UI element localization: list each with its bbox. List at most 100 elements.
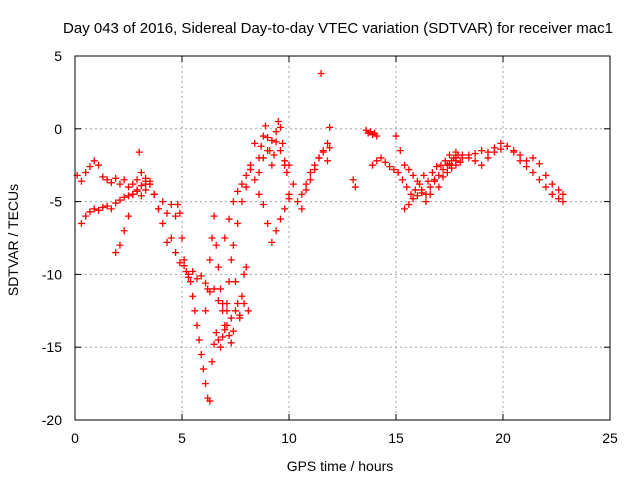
data-point bbox=[264, 134, 272, 142]
data-point bbox=[559, 190, 567, 198]
data-point bbox=[443, 168, 451, 176]
data-point bbox=[268, 161, 276, 169]
data-point bbox=[195, 336, 203, 344]
data-point bbox=[234, 219, 242, 227]
data-point bbox=[212, 241, 220, 249]
data-point bbox=[137, 168, 145, 176]
data-point bbox=[223, 300, 231, 308]
y-tick-labels: 5 0 -5 -10 -15 -20 bbox=[42, 48, 62, 428]
series-13 bbox=[362, 126, 381, 140]
data-point bbox=[272, 227, 280, 235]
data-point bbox=[210, 285, 218, 293]
data-point bbox=[163, 238, 171, 246]
data-point bbox=[208, 234, 216, 242]
data-point bbox=[439, 166, 447, 174]
data-point bbox=[386, 163, 394, 171]
data-point bbox=[82, 168, 90, 176]
data-point bbox=[217, 343, 225, 351]
data-point bbox=[373, 132, 381, 140]
data-point bbox=[189, 267, 197, 275]
data-point bbox=[242, 183, 250, 191]
data-point bbox=[392, 132, 400, 140]
series-10 bbox=[285, 139, 332, 213]
data-point bbox=[257, 142, 265, 150]
y-axis-label: SDTVAR / TECUs bbox=[5, 184, 21, 296]
data-point bbox=[210, 212, 218, 220]
data-point bbox=[197, 272, 205, 280]
data-point bbox=[471, 157, 479, 165]
data-point bbox=[202, 380, 210, 388]
data-point bbox=[225, 215, 233, 223]
data-point bbox=[535, 176, 543, 184]
data-point bbox=[178, 234, 186, 242]
data-point bbox=[184, 273, 192, 281]
data-point bbox=[377, 154, 385, 162]
data-point bbox=[523, 157, 531, 165]
data-point bbox=[351, 183, 359, 191]
data-point bbox=[424, 177, 432, 185]
data-point bbox=[441, 157, 449, 165]
data-point bbox=[120, 227, 128, 235]
data-point bbox=[227, 256, 235, 264]
data-point bbox=[116, 241, 124, 249]
data-point bbox=[285, 161, 293, 169]
data-point bbox=[497, 139, 505, 147]
data-point bbox=[232, 278, 239, 286]
data-point bbox=[116, 196, 124, 204]
data-point bbox=[236, 314, 244, 322]
data-point bbox=[426, 183, 434, 191]
data-point bbox=[133, 176, 141, 184]
data-point bbox=[221, 234, 229, 242]
data-point bbox=[446, 161, 453, 169]
data-point bbox=[251, 139, 259, 147]
data-point bbox=[240, 300, 248, 308]
data-point bbox=[238, 292, 246, 300]
data-point bbox=[206, 256, 214, 264]
data-point bbox=[555, 186, 563, 194]
data-point bbox=[90, 157, 98, 165]
series-1 bbox=[73, 157, 175, 217]
data-point bbox=[452, 148, 460, 156]
data-point bbox=[373, 157, 381, 165]
data-point bbox=[112, 174, 120, 182]
series-16 bbox=[401, 154, 460, 213]
series-2 bbox=[77, 186, 150, 227]
y-tick-label: -10 bbox=[42, 266, 62, 282]
axis-ticks bbox=[74, 55, 611, 421]
data-point bbox=[125, 192, 132, 200]
data-point bbox=[150, 190, 158, 198]
data-point bbox=[542, 183, 550, 191]
data-point bbox=[244, 307, 252, 315]
data-point bbox=[255, 168, 263, 176]
x-tick-label: 25 bbox=[602, 430, 618, 446]
data-point bbox=[202, 279, 210, 287]
data-point bbox=[182, 267, 190, 275]
data-point bbox=[306, 176, 314, 184]
data-point bbox=[112, 249, 120, 257]
data-point bbox=[99, 173, 107, 181]
data-point bbox=[381, 158, 389, 166]
data-point bbox=[199, 365, 207, 373]
data-point bbox=[261, 122, 269, 130]
data-point bbox=[411, 186, 419, 194]
data-point bbox=[435, 171, 443, 179]
data-point bbox=[225, 332, 233, 340]
data-point bbox=[232, 307, 239, 315]
data-point bbox=[137, 192, 145, 200]
data-point bbox=[555, 195, 563, 203]
data-point bbox=[396, 147, 404, 155]
data-point bbox=[324, 157, 332, 165]
data-point bbox=[326, 144, 334, 152]
data-point bbox=[242, 263, 250, 271]
data-point bbox=[120, 176, 128, 184]
data-point bbox=[172, 249, 180, 257]
data-point bbox=[129, 190, 137, 198]
data-point bbox=[167, 201, 175, 209]
data-point bbox=[409, 195, 417, 203]
data-point bbox=[276, 147, 284, 155]
data-point bbox=[401, 161, 409, 169]
data-point bbox=[212, 329, 220, 337]
data-point bbox=[413, 192, 421, 200]
data-point bbox=[159, 198, 167, 206]
data-point bbox=[390, 166, 398, 174]
